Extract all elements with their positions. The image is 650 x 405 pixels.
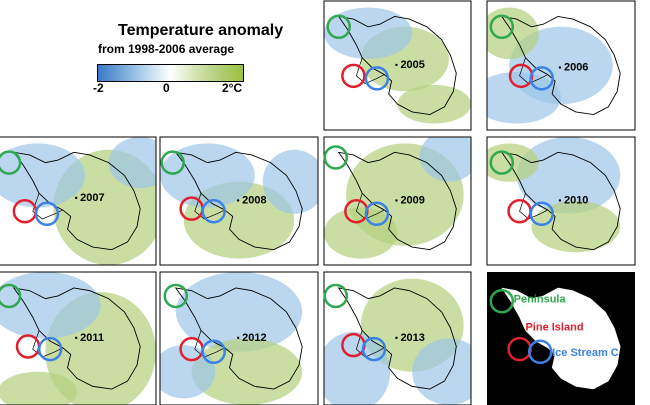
region-circle-peninsula [160,150,185,175]
region-circle-peninsula [326,14,351,40]
year-label: 2007 [80,192,104,204]
region-circle-ice-stream-c [361,336,387,362]
map-panel-2010: 2010 [486,136,636,266]
map-panel-2007: 2007 [0,136,157,266]
chart-title: Temperature anomaly [118,22,284,39]
region-circle-peninsula [0,150,22,175]
region-circle-ice-stream-c [201,198,226,224]
key-circle-peninsula [489,289,515,314]
region-circle-peninsula [489,150,515,175]
region-circle-ice-stream-c [529,66,555,91]
coastline [14,152,140,249]
map-panel-2011: 2011 [0,271,157,405]
coastline [176,152,302,249]
year-label: 2011 [80,332,104,344]
region-circle-peninsula [0,283,22,309]
year-label: 2005 [400,59,424,71]
coastline [339,288,457,389]
map-panel-2013: 2013 [323,271,472,405]
region-circle-peninsula [489,14,515,40]
region-circle-ice-stream-c [201,339,226,365]
coastline [502,16,620,114]
coastline [339,152,457,249]
year-label: 2012 [242,332,266,344]
year-label: 2008 [242,194,266,206]
map-panel-2012: 2012 [159,271,319,405]
region-circle-pine-island [341,63,366,89]
region-circle-peninsula [323,283,349,309]
map-panel-2005: 2005 [323,0,472,131]
region-circle-peninsula [323,145,349,170]
colorbar-min-label: -2 [93,81,104,95]
year-label: 2013 [400,332,424,344]
region-circle-ice-stream-c [364,66,390,91]
coastline [176,288,302,389]
year-label: 2009 [400,194,424,206]
region-circle-ice-stream-c [364,201,390,227]
key-label-pine-island: Pine Island [525,322,583,334]
key-label-peninsula: Peninsula [514,294,567,306]
map-panel-2009: 2009 [323,136,472,266]
chart-subtitle: from 1998-2006 average [98,42,235,56]
key-label-ice-stream-c: Ice Stream C [552,347,619,359]
colorbar-mid-label: 0 [163,81,170,95]
key-circle-ice-stream-c [528,339,553,365]
map-panel-2008: 2008 [159,136,319,266]
colorbar [97,64,244,82]
region-circle-ice-stream-c [37,336,63,362]
region-circle-ice-stream-c [34,201,60,227]
region-key-panel: Peninsula Pine Island Ice Stream C [487,272,635,405]
region-circle-peninsula [163,283,189,309]
coastline [339,16,457,114]
coastline [502,152,620,249]
year-label: 2010 [564,194,588,206]
map-panel-2006: 2006 [486,0,636,131]
colorbar-max-label: 2°C [222,81,243,95]
year-label: 2006 [564,62,588,74]
region-circle-ice-stream-c [529,201,555,227]
